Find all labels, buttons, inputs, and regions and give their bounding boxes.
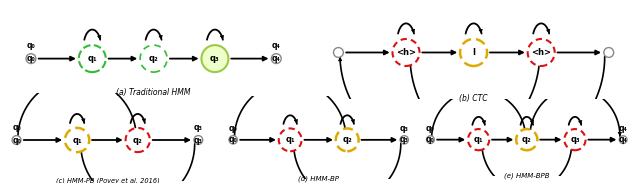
Text: l: l: [472, 48, 475, 57]
Text: q₃: q₃: [400, 124, 409, 133]
Circle shape: [12, 136, 21, 144]
Text: q₀: q₀: [228, 135, 237, 144]
Circle shape: [279, 128, 301, 151]
Circle shape: [460, 39, 487, 66]
Text: q₃: q₃: [570, 135, 580, 144]
Circle shape: [527, 39, 555, 66]
Circle shape: [140, 45, 167, 72]
Text: q₃: q₃: [400, 135, 409, 144]
Text: q₄: q₄: [272, 41, 281, 50]
Circle shape: [26, 54, 36, 64]
Text: q₂: q₂: [133, 135, 143, 145]
Text: q₀: q₀: [12, 123, 21, 132]
Text: q₁: q₁: [72, 135, 82, 145]
Text: q₀: q₀: [12, 135, 21, 145]
Circle shape: [333, 48, 343, 57]
Circle shape: [564, 129, 586, 150]
Text: q₁: q₁: [474, 135, 483, 144]
Text: q₃: q₃: [194, 123, 203, 132]
Circle shape: [392, 39, 420, 66]
Circle shape: [336, 128, 358, 151]
Text: q₃: q₃: [210, 54, 220, 63]
Text: <h>: <h>: [396, 48, 416, 57]
Circle shape: [604, 48, 614, 57]
Text: q₄: q₄: [619, 135, 628, 144]
Text: (b) CTC: (b) CTC: [460, 94, 488, 103]
Text: q₀: q₀: [26, 41, 35, 50]
Circle shape: [125, 128, 150, 152]
Text: q₁: q₁: [88, 54, 97, 63]
Circle shape: [79, 45, 106, 72]
Text: q₀: q₀: [26, 54, 35, 63]
Text: (e) HMM-BPB: (e) HMM-BPB: [504, 172, 550, 179]
Text: q₀: q₀: [426, 124, 435, 133]
Circle shape: [400, 136, 408, 144]
Text: q₀: q₀: [426, 135, 435, 144]
Text: <h>: <h>: [531, 48, 551, 57]
Text: q₂: q₂: [148, 54, 159, 63]
Text: (d) HMM-BP: (d) HMM-BP: [298, 175, 339, 182]
Text: q₀: q₀: [228, 124, 237, 133]
Circle shape: [427, 136, 435, 143]
Circle shape: [65, 128, 89, 152]
Circle shape: [271, 54, 281, 64]
Circle shape: [620, 136, 627, 143]
Circle shape: [194, 136, 203, 144]
Text: q₃: q₃: [194, 135, 203, 145]
Text: (a) Traditional HMM: (a) Traditional HMM: [116, 88, 191, 97]
Circle shape: [516, 129, 538, 150]
Text: q₁: q₁: [285, 135, 295, 144]
Circle shape: [202, 45, 228, 72]
Text: q₄: q₄: [272, 54, 281, 63]
Circle shape: [468, 129, 489, 150]
Circle shape: [229, 136, 237, 144]
Text: q₄: q₄: [619, 124, 628, 133]
Text: q₂: q₂: [522, 135, 532, 144]
Text: (c) HMM-PB (Povey et al. 2016): (c) HMM-PB (Povey et al. 2016): [56, 178, 159, 183]
Text: q₂: q₂: [342, 135, 352, 144]
